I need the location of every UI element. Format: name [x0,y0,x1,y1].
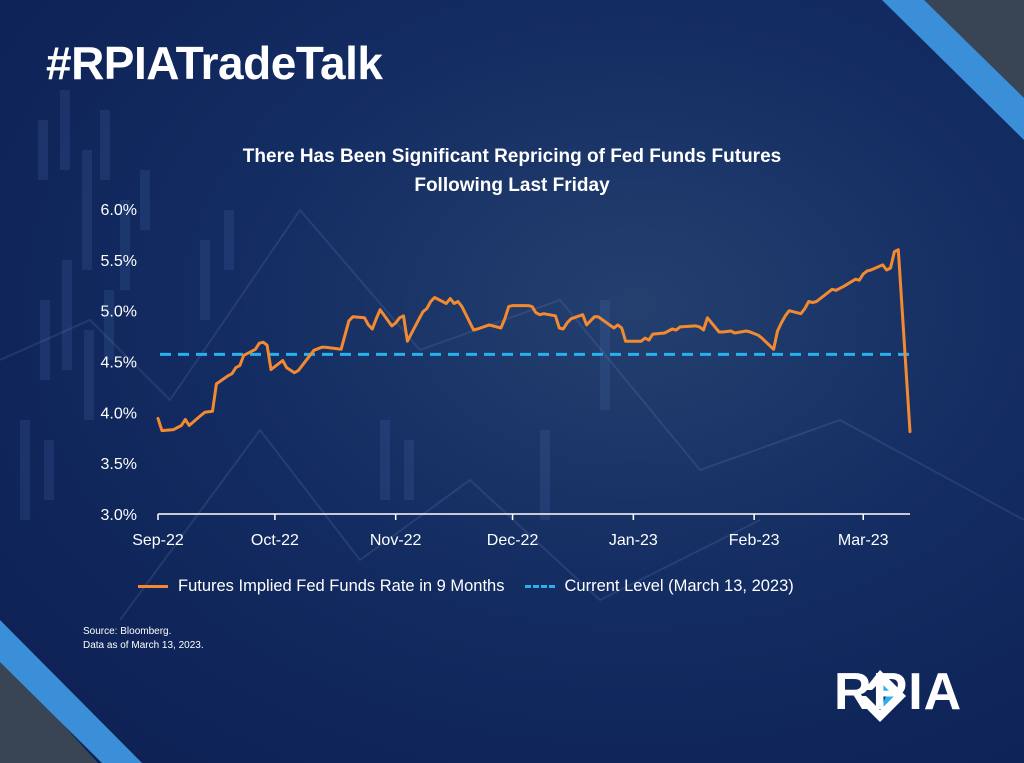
legend-item-current-level: Current Level (March 13, 2023) [524,576,794,596]
x-axis: Sep-22 Oct-22 Nov-22 Dec-22 Jan-23 Feb-23 Mar-… [132,513,910,549]
legend-item-futures: Futures Implied Fed Funds Rate in 9 Mont… [138,577,505,596]
background-lines [0,208,1024,621]
chart-title: There Has Been Significant Repricing of … [112,142,912,200]
futures-rate-line [156,248,912,434]
legend-swatch-futures [138,584,168,588]
y-tick-label: 3.0% [101,507,137,524]
y-tick-label: 4.0% [101,405,137,422]
rpia-logo-mark [854,670,906,722]
y-tick-label: 4.5% [101,355,137,372]
chart-title-line-1: There Has Been Significant Repricing of … [242,146,782,167]
rpia-logo-text: RPIA [834,663,963,721]
x-tick-label: Sep-22 [132,532,184,549]
legend-label-current-level: Current Level (March 13, 2023) [564,576,794,595]
series-layer [156,248,912,434]
y-tick-label: 3.5% [101,456,137,473]
legend-swatch-current-level [524,584,555,588]
x-tick-label: Feb-23 [729,532,780,549]
stripe-bottom-left [0,620,142,763]
stripe-top-right [882,0,1024,140]
x-tick-label: Oct-22 [251,532,299,549]
x-tick-label: Jan-23 [609,532,658,549]
source-note: Source: Bloomberg. Data as of March 13, … [83,625,204,653]
y-tick-label: 5.5% [101,253,137,270]
x-tick-label: Dec-22 [487,532,539,549]
chart-title-line-2: Following Last Friday [414,175,610,196]
y-axis: 6.0% 5.5% 5.0% 4.5% 4.0% 3.5% 3.0% [101,202,137,524]
hashtag-title: #RPIATradeTalk [46,37,383,89]
data-date-line: Data as of March 13, 2023. [83,640,204,651]
y-tick-label: 5.0% [101,304,137,321]
logo-chevron-white [854,670,906,722]
logo-chevron-blue [880,682,894,710]
x-tick-label: Mar-23 [838,532,889,549]
background-candlesticks [20,90,610,520]
source-line: Source: Bloomberg. [83,626,172,637]
chart-legend: Futures Implied Fed Funds Rate in 9 Mont… [138,572,814,600]
x-tick-label: Nov-22 [370,532,422,549]
legend-label-futures: Futures Implied Fed Funds Rate in 9 Mont… [178,576,505,595]
y-tick-label: 6.0% [101,202,137,219]
